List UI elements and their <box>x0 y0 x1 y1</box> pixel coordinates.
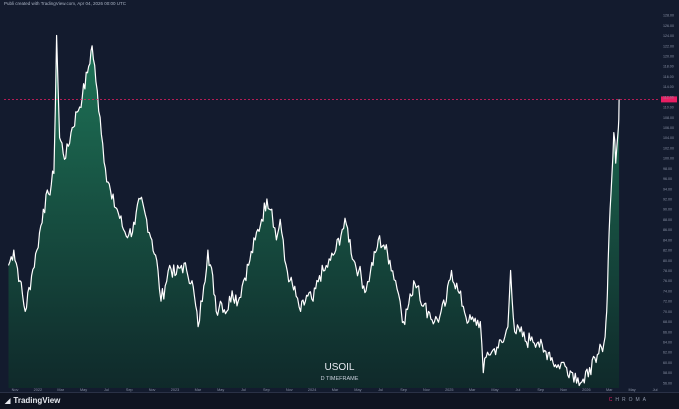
footer-icon[interactable]: C <box>608 397 616 403</box>
y-tick-label: 76.00 <box>663 279 672 283</box>
tradingview-brand: TradingView <box>13 396 61 405</box>
y-tick-label: 114.00 <box>663 85 674 89</box>
y-tick-label: 74.00 <box>663 289 672 293</box>
line-layer <box>7 34 620 387</box>
y-tick-label: 106.00 <box>663 126 674 130</box>
x-tick-label: Sep <box>126 388 133 392</box>
y-tick-label: 118.00 <box>663 65 674 69</box>
x-tick-label: Mar <box>57 388 64 392</box>
y-tick-label: 90.00 <box>663 208 672 212</box>
y-tick-label: 104.00 <box>663 136 674 140</box>
x-tick-label: 2026 <box>582 388 590 392</box>
price-series-line <box>7 34 620 387</box>
y-tick-label: 78.00 <box>663 269 672 273</box>
x-tick-label: May <box>354 388 361 392</box>
y-tick-label: 100.00 <box>663 157 674 161</box>
price-chart[interactable]: 56.00 58.00 60.00 62.00 64.00 66.00 68.00 70.00… <box>0 0 679 392</box>
x-tick-label: Sep <box>263 388 270 392</box>
y-tick-label: 120.00 <box>663 55 674 59</box>
y-tick-label: 124.00 <box>663 34 674 38</box>
tradingview-logo[interactable]: ◢ TradingView <box>5 396 60 405</box>
x-tick-label: Sep <box>400 388 407 392</box>
y-tick-label: 84.00 <box>663 238 672 242</box>
footer-icon[interactable]: R <box>621 397 629 403</box>
price-area-fill <box>8 35 620 388</box>
y-tick-label: 82.00 <box>663 249 672 253</box>
x-tick-label: Nov <box>12 388 19 392</box>
y-tick-label: 110.00 <box>663 106 674 110</box>
footer-icons: CHROMA <box>609 397 649 403</box>
y-tick-label: 70.00 <box>663 310 672 314</box>
y-tick-label: 56.00 <box>663 381 672 385</box>
x-tick-label: May <box>80 388 87 392</box>
x-tick-label: 2025 <box>445 388 453 392</box>
x-tick-label: May <box>629 388 636 392</box>
y-tick-label: 58.00 <box>663 371 672 375</box>
y-tick-label: 64.00 <box>663 341 672 345</box>
x-tick-label: Jul <box>241 388 246 392</box>
x-tick-label: 2024 <box>308 388 316 392</box>
y-tick-label: 80.00 <box>663 259 672 263</box>
x-tick-label: Jul <box>515 388 520 392</box>
x-tick-label: Nov <box>286 388 293 392</box>
x-tick-label: Mar <box>469 388 476 392</box>
x-tick-label: May <box>217 388 224 392</box>
footer-icon[interactable]: H <box>615 397 622 403</box>
x-tick-label: Nov <box>423 388 430 392</box>
x-tick-label: May <box>491 388 498 392</box>
x-tick-label: Jul <box>653 388 658 392</box>
y-tick-label: 72.00 <box>663 300 672 304</box>
y-tick-label: 108.00 <box>663 116 674 120</box>
x-tick-label: 2022 <box>34 388 42 392</box>
y-tick-label: 122.00 <box>663 44 674 48</box>
y-axis: 56.00 58.00 60.00 62.00 64.00 66.00 68.00 70.00… <box>663 14 674 386</box>
x-tick-label: Jul <box>378 388 383 392</box>
y-tick-label: 62.00 <box>663 351 672 355</box>
x-tick-label: Mar <box>332 388 339 392</box>
footer-icon[interactable]: M <box>635 397 643 403</box>
y-tick-label: 102.00 <box>663 146 674 150</box>
x-tick-label: Mar <box>606 388 613 392</box>
y-tick-label: 86.00 <box>663 228 672 232</box>
y-tick-label: 126.00 <box>663 24 674 28</box>
footer-icon[interactable]: A <box>642 397 649 403</box>
y-tick-label: 128.00 <box>663 14 674 18</box>
area-layer <box>8 35 620 388</box>
x-tick-label: Nov <box>149 388 156 392</box>
x-tick-label: Jul <box>104 388 109 392</box>
y-tick-label: 68.00 <box>663 320 672 324</box>
y-tick-label: 112.00 <box>663 95 674 99</box>
x-tick-label: 2023 <box>171 388 179 392</box>
y-tick-label: 88.00 <box>663 218 672 222</box>
y-tick-label: 98.00 <box>663 167 672 171</box>
tradingview-logo-icon: ◢ <box>5 398 11 405</box>
x-tick-label: Sep <box>537 388 544 392</box>
footer-icon[interactable]: O <box>628 397 636 403</box>
y-tick-label: 94.00 <box>663 187 672 191</box>
symbol-title: USOIL <box>324 362 355 373</box>
y-tick-label: 92.00 <box>663 198 672 202</box>
current-price-line-layer <box>4 96 677 103</box>
x-tick-label: Mar <box>195 388 202 392</box>
current-price-badge <box>661 96 677 103</box>
timeframe-label: D TIMEFRAME <box>320 376 359 382</box>
x-axis: Nov 2022 Mar May Jul Sep Nov 2023 Mar May Jul Sep No… <box>12 388 658 392</box>
y-tick-label: 96.00 <box>663 177 672 181</box>
footer-bar: ◢ TradingView CHROMA <box>0 392 679 409</box>
y-tick-label: 66.00 <box>663 330 672 334</box>
y-tick-label: 60.00 <box>663 361 672 365</box>
publish-credit: Publi created with TradingView.com, Apr … <box>4 1 126 6</box>
y-tick-label: 116.00 <box>663 75 674 79</box>
x-tick-label: Nov <box>560 388 567 392</box>
